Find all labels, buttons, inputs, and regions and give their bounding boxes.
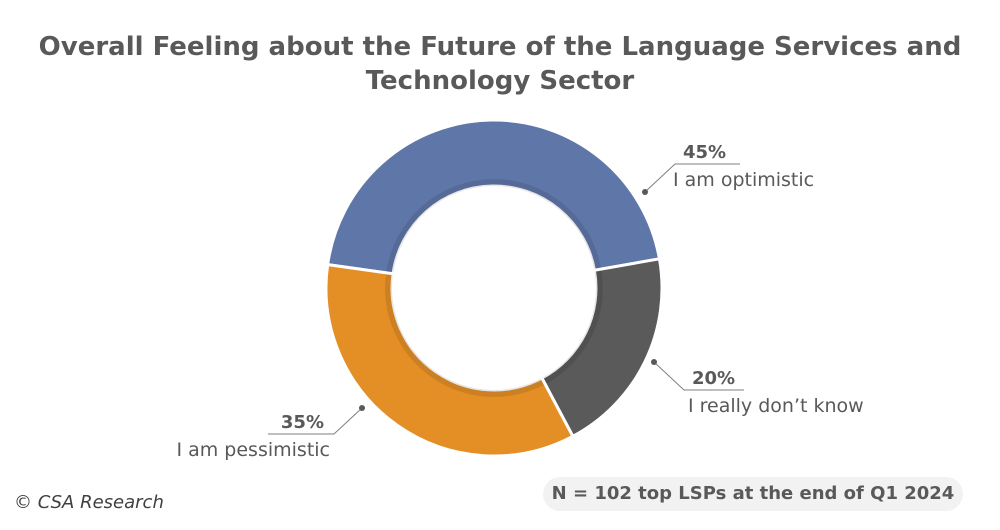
data-label-percent: 20% <box>692 368 735 389</box>
leader-dot <box>651 359 657 365</box>
leader-line <box>268 407 363 435</box>
leader-line <box>653 361 744 391</box>
leader-dot <box>359 405 365 411</box>
chart-title: Overall Feeling about the Future of the … <box>38 32 962 96</box>
slice-inner-shade <box>385 274 544 397</box>
leader-dot <box>642 189 648 195</box>
category-label: I am optimistic <box>673 169 814 191</box>
donut-slice <box>324 262 575 458</box>
donut-slice <box>325 118 662 276</box>
leader-line <box>644 163 740 193</box>
category-label: I really don’t know <box>688 395 864 417</box>
copyright: © CSA Research <box>14 492 164 513</box>
sample-note: N = 102 top LSPs at the end of Q1 2024 <box>543 477 963 511</box>
category-label: I am pessimistic <box>176 439 330 461</box>
slice-inner-shade <box>543 270 603 384</box>
data-label-percent: 45% <box>683 142 726 163</box>
data-label-percent: 35% <box>281 412 324 433</box>
